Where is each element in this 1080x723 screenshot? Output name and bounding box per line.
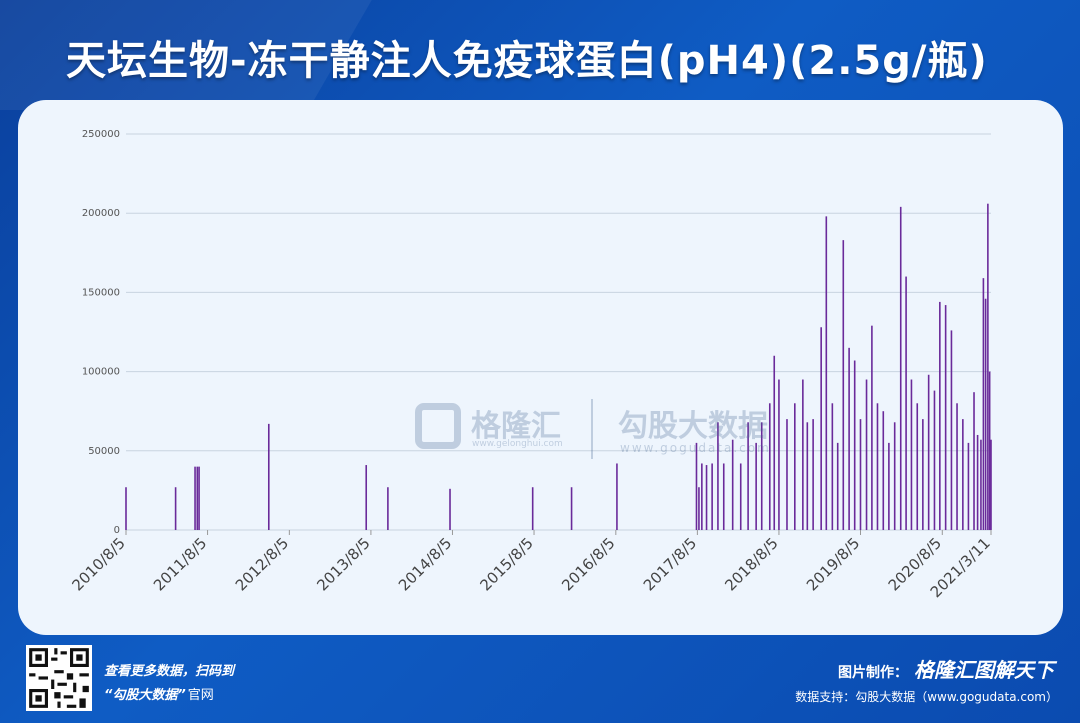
bar [786, 419, 788, 530]
footer-data-support: 数据支持：勾股大数据（www.gogudata.com） [795, 690, 1058, 704]
bar [755, 442, 757, 530]
bar [174, 487, 177, 530]
footer-site-brand: “勾股大数据” [104, 688, 186, 703]
bar [927, 374, 930, 530]
bar [876, 403, 879, 530]
bar [695, 442, 698, 530]
bar [956, 403, 958, 530]
bar [990, 439, 992, 530]
footer-site-suffix: 官网 [187, 688, 214, 703]
bar [570, 487, 573, 530]
footer-made-by-label: 图片制作： [838, 665, 908, 681]
bar [194, 466, 196, 530]
bar [768, 403, 771, 530]
bar [976, 434, 979, 530]
bar [973, 392, 975, 530]
bar [987, 203, 989, 531]
x-tick-label: 2011/8/5 [150, 534, 210, 594]
y-tick-label: 200000 [82, 208, 120, 219]
bar [848, 347, 850, 530]
bar [731, 439, 734, 530]
bar [944, 305, 947, 530]
x-tick-label: 2012/8/5 [232, 534, 292, 594]
bar [980, 439, 982, 530]
bar [778, 379, 780, 530]
bar [705, 465, 708, 530]
bar [842, 240, 845, 531]
x-tick-label: 2015/8/5 [476, 534, 536, 594]
bar [871, 325, 873, 530]
bar [950, 330, 953, 530]
bar [701, 463, 703, 530]
bar [747, 422, 749, 530]
bar-chart: 0 50000 100000 150000 200000 250000 2010/8/5 20… [68, 129, 993, 601]
bar [722, 463, 725, 530]
x-tick-label: 2016/8/5 [558, 534, 618, 594]
bar [910, 379, 913, 530]
footer-made-by: 图片制作： 格隆汇图解天下 [838, 654, 1054, 683]
bar [387, 487, 389, 530]
bar [922, 419, 924, 530]
bar [711, 463, 713, 530]
bar [916, 403, 919, 530]
bar [988, 371, 991, 530]
x-tick-label: 2010/8/5 [68, 534, 128, 594]
bar [865, 379, 868, 530]
y-tick-label: 50000 [88, 446, 120, 457]
bar [812, 419, 814, 530]
bar [893, 422, 896, 530]
y-tick-label: 150000 [82, 287, 120, 298]
bar [853, 360, 856, 530]
bar [125, 487, 127, 530]
bar [267, 423, 270, 530]
bar [760, 422, 763, 530]
footer-made-by-brand: 格隆汇图解天下 [914, 658, 1054, 682]
bar [198, 466, 200, 530]
footer-scan-prompt: 查看更多数据，扫码到 [104, 664, 235, 679]
page-title: 天坛生物-冻干静注人免疫球蛋白(pH4)(2.5g/瓶) [66, 38, 988, 84]
bar [939, 301, 941, 530]
bar [836, 442, 839, 530]
bar [196, 466, 199, 530]
qr-code-icon[interactable] [26, 645, 92, 711]
bar [984, 298, 987, 530]
y-tick-label: 100000 [82, 367, 120, 378]
bar [825, 216, 828, 531]
y-tick-label: 0 [114, 525, 120, 536]
bar [967, 442, 970, 530]
bar [982, 278, 985, 530]
bar [717, 422, 719, 530]
bar [899, 206, 902, 530]
bar [905, 276, 907, 530]
bar [739, 463, 742, 530]
bar [859, 419, 862, 530]
chart-panel: 0 50000 100000 150000 200000 250000 2010/8/5 20… [18, 100, 1063, 635]
bar [802, 379, 804, 530]
bar [962, 419, 964, 530]
bar [698, 487, 700, 530]
x-tick-label: 2013/8/5 [313, 534, 373, 594]
bar [365, 465, 368, 530]
bar [888, 442, 890, 530]
x-tick-label: 2014/8/5 [395, 534, 455, 594]
y-tick-label: 250000 [82, 129, 120, 140]
x-tick-label: 2019/8/5 [803, 534, 863, 594]
bar [806, 422, 809, 530]
bar [773, 355, 776, 530]
footer-site-name: “勾股大数据” 官网 [104, 684, 214, 703]
bar [531, 487, 534, 530]
bar [831, 403, 834, 530]
bar [616, 463, 618, 530]
x-tick-label: 2018/8/5 [721, 534, 781, 594]
x-tick-label: 2017/8/5 [640, 534, 700, 594]
bar [449, 488, 451, 530]
bar [794, 403, 796, 530]
bar [933, 390, 936, 530]
bar [820, 327, 822, 530]
bar [882, 411, 885, 530]
